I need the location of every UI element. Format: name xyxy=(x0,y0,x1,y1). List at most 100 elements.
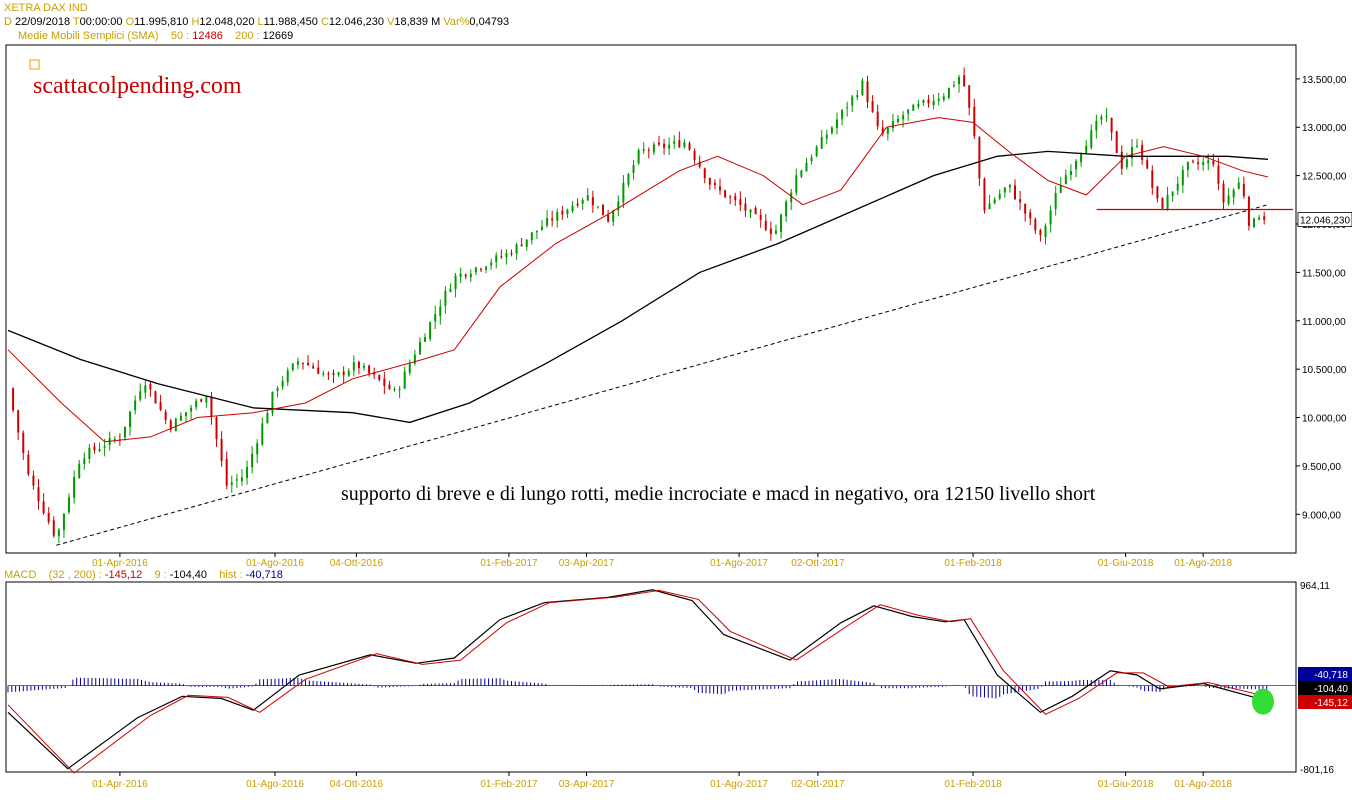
candle-body xyxy=(1176,183,1179,191)
candle-body xyxy=(78,463,81,479)
var-value: 0,04793 xyxy=(469,16,510,28)
candle-body xyxy=(205,396,208,403)
candle-body xyxy=(835,119,838,128)
close-value: 12.046,230 xyxy=(328,16,384,28)
candle-body xyxy=(449,288,452,292)
macd-value-box xyxy=(1298,681,1352,695)
candle-body xyxy=(88,447,91,459)
candle-body xyxy=(444,291,447,306)
candle-body xyxy=(683,142,686,148)
candle-body xyxy=(785,201,788,217)
volume-label: V xyxy=(387,16,395,28)
macd-axis: 964,11 -801,16 xyxy=(1300,581,1334,776)
x-tick-label: 01-Giu-2018 xyxy=(1098,558,1154,569)
price-tick-label: 10.500,00 xyxy=(1302,365,1347,376)
candle-body xyxy=(703,168,706,179)
candle-body xyxy=(708,178,711,185)
candle-body xyxy=(795,175,798,193)
candle-body xyxy=(602,204,605,216)
candle-body xyxy=(1130,147,1133,159)
candle-body xyxy=(876,111,879,127)
candle-body xyxy=(144,385,147,393)
sma50-value: 12486 xyxy=(192,30,223,42)
candle-body xyxy=(1222,183,1225,203)
candle-body xyxy=(368,365,371,374)
candle-body xyxy=(617,201,620,211)
sma50-line xyxy=(7,117,1269,443)
candle-body xyxy=(68,497,71,513)
candle-body xyxy=(698,161,701,168)
candle-body xyxy=(190,407,193,412)
candle-body xyxy=(357,361,360,369)
candle-body xyxy=(1212,160,1215,165)
candle-body xyxy=(1253,218,1256,227)
candle-body xyxy=(129,411,132,427)
x-tick-label: 01-Giu-2018 xyxy=(1098,779,1154,790)
candle-body xyxy=(632,164,635,174)
candle-body xyxy=(42,501,45,514)
candle-body xyxy=(627,174,630,185)
candle-body xyxy=(1166,194,1169,210)
macd-histogram xyxy=(7,677,1296,699)
candle-body xyxy=(800,170,803,177)
candle-body xyxy=(719,186,722,191)
x-tick-label: 01-Feb-2017 xyxy=(480,558,538,569)
x-tick-label: 04-Ott-2016 xyxy=(330,558,384,569)
candle-body xyxy=(210,396,213,417)
candle-body xyxy=(337,372,340,376)
hist-label: hist : xyxy=(219,569,243,581)
x-tick-label: 04-Ott-2016 xyxy=(330,779,384,790)
candle-body xyxy=(820,137,823,149)
candle-body xyxy=(724,190,727,198)
candle-body xyxy=(149,383,152,390)
candle-body xyxy=(825,134,828,139)
candle-body xyxy=(841,109,844,119)
candle-body xyxy=(1181,169,1184,186)
macd-value-label: -145,12 xyxy=(1314,698,1348,709)
candle-body xyxy=(963,75,966,87)
candle-body xyxy=(378,375,381,381)
candle-body xyxy=(851,96,854,106)
candle-body xyxy=(1191,160,1194,162)
candle-body xyxy=(271,391,274,413)
candle-body xyxy=(1090,130,1093,148)
candle-body xyxy=(332,372,335,375)
candle-body xyxy=(495,255,498,262)
macd-value-boxes: -40,718 -104,40 -145,12 xyxy=(1298,667,1352,709)
signal-line xyxy=(7,589,1269,774)
candle-body xyxy=(673,141,676,144)
candle-body xyxy=(469,273,472,278)
candle-body xyxy=(98,448,101,451)
volume-value: 18,839 M xyxy=(394,16,441,28)
candle-body xyxy=(586,195,589,201)
time-value: 00:00:00 xyxy=(79,16,123,28)
candle-body xyxy=(652,144,655,153)
sma-label: Medie Mobili Semplici (SMA) xyxy=(18,30,159,42)
candle-body xyxy=(134,400,137,411)
candle-body xyxy=(922,100,925,103)
price-tick-label: 13.000,00 xyxy=(1302,123,1347,134)
candle-body xyxy=(678,140,681,148)
candle-body xyxy=(663,143,666,148)
candle-body xyxy=(22,432,25,454)
candle-body xyxy=(27,454,30,475)
price-tick-label: 11.500,00 xyxy=(1302,268,1346,279)
candle-body xyxy=(576,203,579,206)
candle-body xyxy=(566,209,569,215)
hist-value: -40,718 xyxy=(245,569,283,581)
candle-body xyxy=(1105,116,1108,118)
candle-body xyxy=(1136,145,1139,147)
candle-body xyxy=(281,381,284,387)
candle-body xyxy=(1019,199,1022,203)
candle-body xyxy=(403,371,406,389)
candle-body xyxy=(1151,170,1154,188)
candle-body xyxy=(830,127,833,134)
candle-body xyxy=(815,146,818,157)
candle-body xyxy=(413,354,416,364)
candle-body xyxy=(418,341,421,355)
candle-body xyxy=(612,210,615,222)
x-axis-macd: 01-Apr-2016 01-Ago-2016 04-Ott-2016 01-Feb-… xyxy=(92,772,1233,790)
candle-body xyxy=(490,262,493,266)
macd-params: (32 , 200) : xyxy=(48,569,102,581)
